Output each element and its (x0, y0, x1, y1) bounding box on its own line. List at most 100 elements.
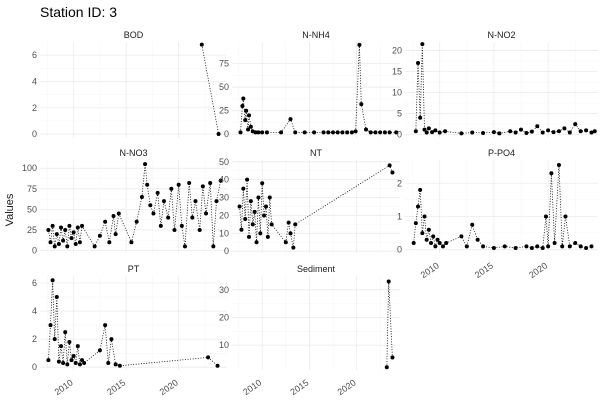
data-point (321, 130, 326, 135)
data-point (143, 162, 148, 167)
data-point (578, 244, 583, 249)
y-tick-label: 0 (32, 129, 37, 139)
data-point (211, 244, 216, 249)
y-tick-label: 2 (397, 178, 402, 188)
data-point (113, 362, 118, 367)
data-point (459, 234, 464, 239)
data-point (543, 214, 548, 219)
data-point (243, 118, 248, 123)
data-point (475, 237, 480, 242)
data-point (67, 339, 72, 344)
facet-p-po4: P-PO4 0 1 2 2010 2015 2020 (397, 148, 598, 280)
x-tick-label: 2015 (105, 377, 127, 397)
data-point (239, 227, 244, 232)
data-point (387, 130, 392, 135)
data-point (291, 245, 296, 250)
data-point (46, 227, 51, 232)
data-point (246, 234, 251, 239)
data-point (429, 241, 434, 246)
data-point (562, 126, 567, 131)
data-point (293, 222, 298, 227)
data-point (349, 130, 354, 135)
data-point (56, 241, 61, 246)
x-tick-label: 2010 (419, 260, 441, 280)
y-tick-label: 0 (224, 129, 229, 139)
data-point (420, 231, 425, 236)
data-point (111, 213, 116, 218)
data-point (248, 124, 253, 129)
data-point (65, 244, 70, 249)
y-tick-label: 50 (27, 204, 37, 214)
data-point (59, 225, 64, 230)
y-tick-label: 0 (32, 246, 37, 256)
data-point (394, 130, 399, 135)
facet-n-no2: N-NO2 0 5 10 15 20 (392, 30, 598, 140)
x-tick-label: 2015 (473, 260, 495, 280)
data-point (491, 130, 496, 135)
data-point (59, 344, 64, 349)
data-point (422, 127, 427, 132)
data-point (382, 130, 387, 135)
y-tick-label: 50 (219, 82, 229, 92)
series-line-bod (201, 44, 219, 135)
data-point (63, 330, 68, 335)
data-point (430, 130, 435, 135)
data-point (238, 130, 243, 135)
data-point (411, 241, 416, 246)
y-tick-label: 6 (32, 278, 37, 288)
data-point (302, 130, 307, 135)
data-point (563, 214, 568, 219)
data-point (578, 129, 583, 134)
facet-title-nt: NT (310, 148, 322, 158)
data-point (418, 187, 423, 192)
data-point (82, 360, 87, 365)
data-point (293, 130, 298, 135)
data-point (117, 363, 122, 368)
data-point (107, 240, 112, 245)
data-point (256, 130, 261, 135)
data-point (459, 131, 464, 136)
data-point (46, 358, 51, 363)
data-point (176, 182, 181, 187)
data-point (169, 186, 174, 191)
facet-panels: BOD0246N-NH40255075N-NO205101520N-NO3025… (22, 30, 598, 397)
y-tick-label: 30 (219, 193, 229, 203)
data-point (151, 211, 156, 216)
data-point (433, 244, 438, 249)
data-point (241, 186, 246, 191)
data-point (166, 215, 171, 220)
data-point (199, 42, 204, 47)
data-point (567, 244, 572, 249)
data-point (69, 358, 74, 363)
data-point (364, 127, 369, 132)
data-point (262, 213, 267, 218)
data-point (464, 244, 469, 249)
y-tick-label: 2 (32, 103, 37, 113)
data-point (103, 323, 108, 328)
data-point (253, 130, 258, 135)
data-point (470, 222, 475, 227)
data-point (71, 353, 76, 358)
data-point (65, 362, 70, 367)
data-point (424, 237, 429, 242)
y-tick-label: 20 (219, 210, 229, 220)
data-point (129, 240, 134, 245)
data-point (420, 42, 425, 47)
data-point (158, 223, 163, 228)
y-tick-label: 20 (392, 45, 402, 55)
data-point (172, 227, 177, 232)
data-point (67, 223, 72, 228)
data-point (560, 244, 565, 249)
y-tick-label: 0 (397, 130, 402, 140)
data-point (254, 240, 259, 245)
data-point (215, 363, 220, 368)
y-tick-label: 4 (32, 76, 37, 86)
data-point (437, 241, 442, 246)
data-point (524, 130, 529, 135)
data-point (529, 246, 534, 251)
data-point (250, 222, 255, 227)
y-tick-label: 10 (219, 228, 229, 238)
data-point (197, 227, 202, 232)
x-tick-label: 2020 (158, 377, 180, 397)
